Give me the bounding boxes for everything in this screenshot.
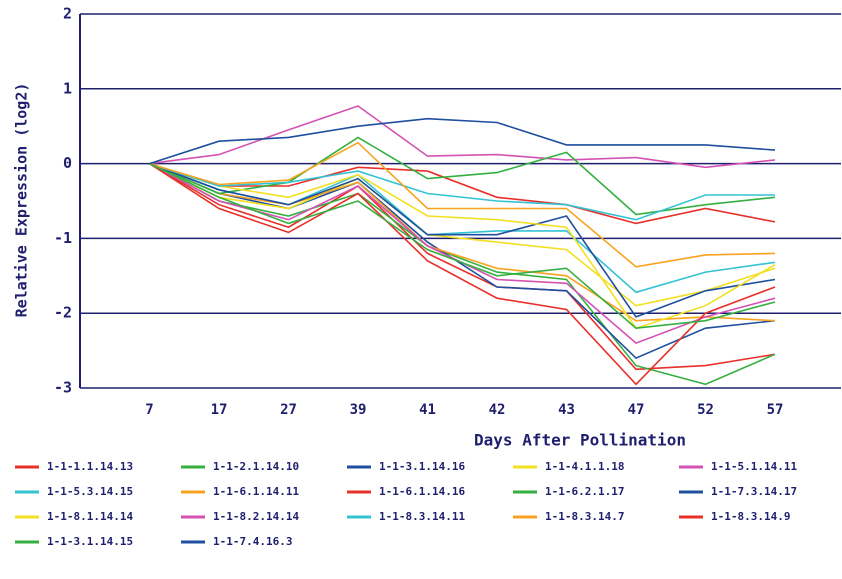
x-tick-label: 47 [628, 402, 645, 418]
x-tick-label: 42 [489, 402, 506, 418]
legend-label: 1-1-5.3.14.15 [47, 485, 133, 498]
series-line [149, 162, 776, 307]
x-axis-label: Days After Pollination [474, 431, 686, 450]
x-tick-label: 7 [145, 402, 153, 418]
series-line [149, 105, 776, 169]
series-line [149, 141, 776, 268]
series-line [149, 162, 776, 318]
y-tick-label: 1 [63, 79, 72, 97]
series-line [149, 162, 776, 360]
y-tick-label: -1 [54, 229, 72, 247]
legend-label: 1-1-3.1.14.15 [47, 535, 133, 548]
series-line [149, 162, 776, 330]
x-tick-label: 52 [697, 402, 714, 418]
legend-label: 1-1-6.2.1.17 [545, 485, 624, 498]
y-tick-label: -3 [54, 379, 72, 397]
y-axis-label: Relative Expression (log2) [13, 83, 31, 318]
series-line [149, 162, 776, 330]
legend-label: 1-1-8.2.14.14 [213, 510, 299, 523]
legend-label: 1-1-2.1.14.10 [213, 460, 299, 473]
legend-label: 1-1-4.1.1.18 [545, 460, 624, 473]
legend-label: 1-1-7.4.16.3 [213, 535, 292, 548]
series-line [149, 162, 776, 322]
series-line [149, 162, 776, 386]
x-tick-label: 41 [419, 402, 436, 418]
series-line [149, 162, 776, 371]
legend-label: 1-1-6.1.14.11 [213, 485, 299, 498]
legend-label: 1-1-8.3.14.7 [545, 510, 624, 523]
y-tick-label: 0 [63, 154, 72, 172]
x-tick-label: 17 [211, 402, 228, 418]
legend-label: 1-1-8.3.14.9 [711, 510, 790, 523]
y-tick-label: -2 [54, 304, 72, 322]
x-tick-label: 57 [767, 402, 784, 418]
legend-label: 1-1-7.3.14.17 [711, 485, 797, 498]
legend-label: 1-1-3.1.14.16 [379, 460, 465, 473]
x-tick-label: 43 [558, 402, 575, 418]
series-line [149, 136, 776, 216]
x-tick-label: 27 [280, 402, 297, 418]
legend-label: 1-1-8.3.14.11 [379, 510, 465, 523]
x-tick-label: 39 [350, 402, 367, 418]
legend-label: 1-1-5.1.14.11 [711, 460, 797, 473]
y-tick-label: 2 [63, 5, 72, 23]
legend-label: 1-1-6.1.14.16 [379, 485, 465, 498]
series-line [149, 162, 776, 225]
series-line [149, 162, 776, 386]
legend-label: 1-1-1.1.14.13 [47, 460, 133, 473]
legend-label: 1-1-8.1.14.14 [47, 510, 133, 523]
series-line [149, 117, 776, 165]
series-line [149, 162, 775, 221]
